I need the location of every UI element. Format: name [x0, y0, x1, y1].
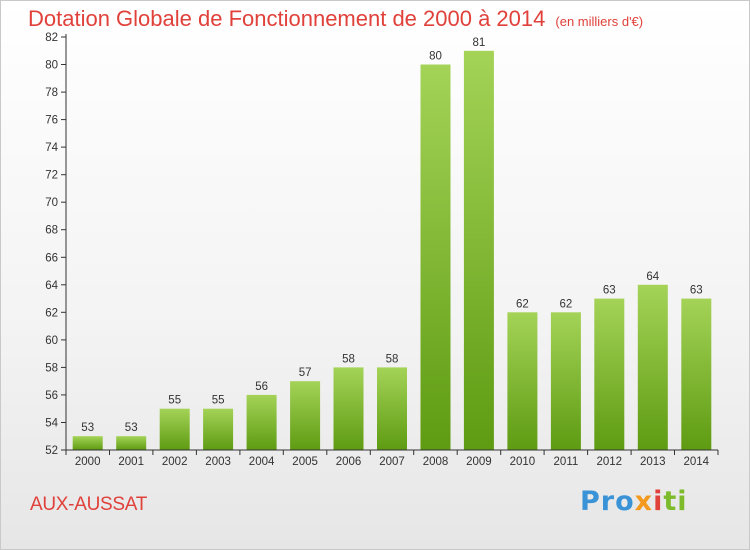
- data-label-2007: 58: [386, 353, 399, 365]
- logo-part-3: i: [653, 486, 664, 517]
- y-tick-label-74: 74: [45, 142, 58, 154]
- y-tick-label-70: 70: [45, 197, 58, 209]
- y-tick-label-66: 66: [45, 252, 58, 264]
- x-tick-label-2009: 2009: [466, 456, 492, 468]
- y-tick-label-72: 72: [45, 170, 58, 182]
- x-tick-label-2006: 2006: [336, 456, 362, 468]
- bar-2009: [463, 50, 494, 451]
- data-label-2012: 63: [603, 285, 616, 297]
- y-tick-label-64: 64: [45, 280, 58, 292]
- chart-unit: (en milliers d'€): [555, 14, 644, 29]
- y-tick-label-80: 80: [45, 60, 58, 72]
- proxiti-logo: Proxiti: [580, 486, 688, 517]
- bar-2000: [72, 436, 103, 450]
- bar-2005: [290, 381, 321, 450]
- data-label-2014: 63: [690, 285, 703, 297]
- logo-part-2: x: [634, 486, 654, 517]
- y-tick-label-54: 54: [45, 418, 58, 430]
- x-tick-label-2001: 2001: [118, 456, 144, 468]
- y-tick-label-58: 58: [45, 362, 58, 374]
- bar-2004: [246, 394, 277, 450]
- bar-2011: [550, 312, 581, 450]
- bar-2003: [203, 408, 234, 450]
- x-tick-label-2000: 2000: [75, 456, 101, 468]
- x-tick-label-2002: 2002: [162, 456, 188, 468]
- bar-2006: [333, 367, 364, 450]
- logo-part-1: Pro: [580, 486, 635, 517]
- x-tick-label-2011: 2011: [554, 456, 579, 468]
- data-label-2010: 62: [516, 298, 529, 310]
- bar-2013: [637, 284, 668, 450]
- x-tick-label-2008: 2008: [423, 456, 449, 468]
- bar-2012: [594, 298, 625, 450]
- data-label-2008: 80: [429, 51, 442, 63]
- x-tick-label-2012: 2012: [597, 456, 623, 468]
- y-tick-label-76: 76: [45, 115, 58, 127]
- logo-part-4: ti: [663, 486, 688, 517]
- data-label-2004: 56: [255, 381, 268, 393]
- y-tick-label-60: 60: [45, 335, 58, 347]
- y-tick-label-68: 68: [45, 225, 58, 237]
- x-tick-label-2013: 2013: [640, 456, 666, 468]
- data-label-2005: 57: [299, 367, 312, 379]
- x-tick-label-2007: 2007: [379, 456, 405, 468]
- y-tick-label-78: 78: [45, 87, 58, 99]
- x-tick-label-2003: 2003: [205, 456, 231, 468]
- data-label-2001: 53: [125, 422, 138, 434]
- x-tick-label-2004: 2004: [249, 456, 275, 468]
- x-tick-label-2005: 2005: [292, 456, 318, 468]
- bar-2010: [507, 312, 538, 450]
- x-tick-label-2010: 2010: [510, 456, 536, 468]
- data-label-2003: 55: [212, 395, 225, 407]
- y-tick-label-52: 52: [45, 445, 58, 457]
- bar-2007: [377, 367, 407, 450]
- y-tick-label-82: 82: [45, 32, 58, 44]
- data-label-2002: 55: [168, 395, 181, 407]
- bar-2001: [116, 436, 147, 450]
- chart-title: Dotation Globale de Fonctionnement de 20…: [28, 6, 643, 32]
- data-label-2013: 64: [646, 271, 659, 283]
- bar-2002: [159, 408, 190, 450]
- x-tick-label-2014: 2014: [684, 456, 710, 468]
- y-tick-label-56: 56: [45, 390, 58, 402]
- bar-2008: [420, 64, 451, 450]
- y-tick-label-62: 62: [45, 307, 58, 319]
- chart-title-text: Dotation Globale de Fonctionnement de 20…: [28, 6, 546, 31]
- bar-2014: [681, 298, 712, 450]
- data-label-2009: 81: [473, 37, 486, 49]
- commune-name: AUX-AUSSAT: [30, 494, 148, 515]
- data-label-2000: 53: [81, 422, 94, 434]
- data-label-2006: 58: [342, 353, 355, 365]
- data-label-2011: 62: [560, 298, 573, 310]
